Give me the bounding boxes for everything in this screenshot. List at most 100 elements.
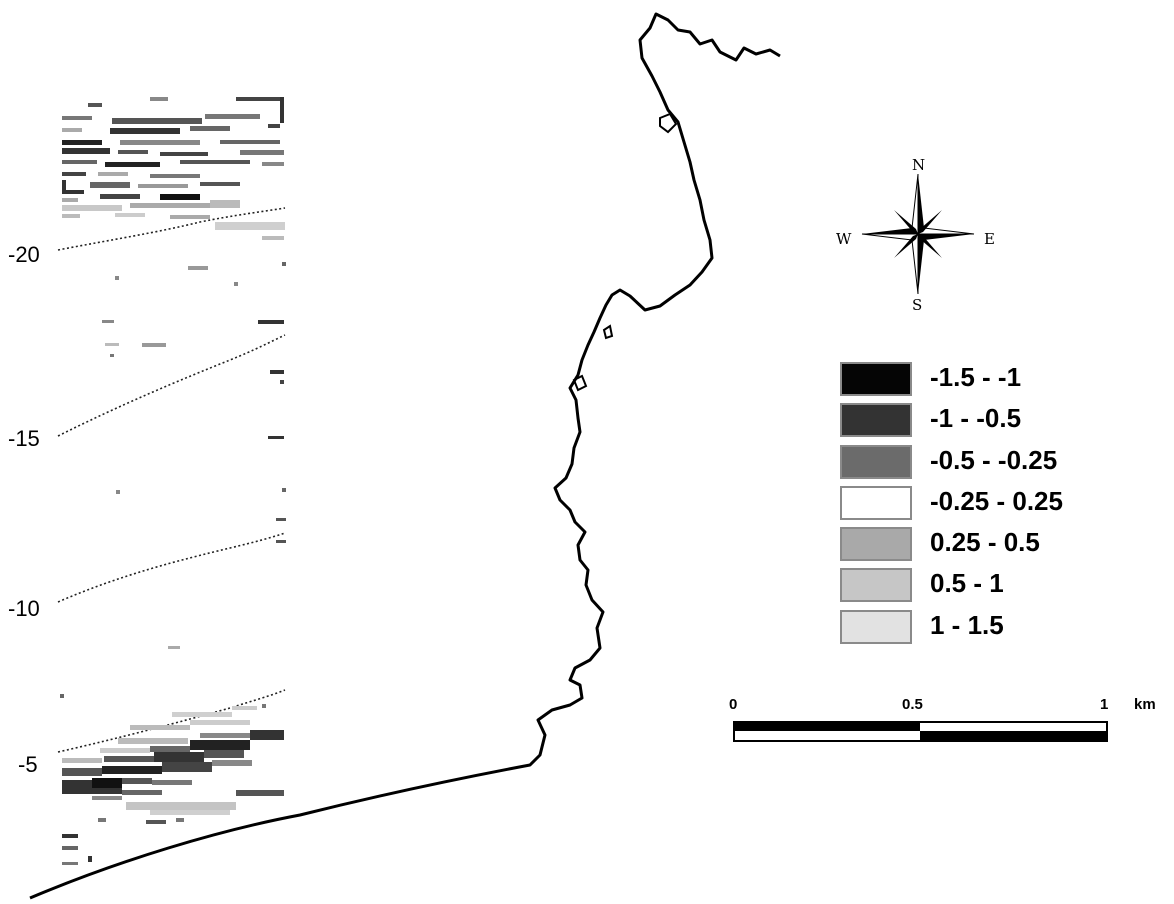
change-cell bbox=[138, 184, 188, 188]
change-cell bbox=[170, 215, 210, 219]
change-cell bbox=[120, 140, 200, 145]
change-cell bbox=[262, 162, 284, 166]
change-cell bbox=[240, 150, 284, 155]
change-cell bbox=[110, 128, 180, 134]
depth-label-5: -5 bbox=[18, 752, 38, 777]
change-cell bbox=[122, 778, 152, 784]
change-cell bbox=[62, 128, 82, 132]
change-cell bbox=[98, 818, 106, 822]
change-cell bbox=[172, 712, 232, 717]
compass-west: W bbox=[836, 230, 852, 248]
change-cell bbox=[262, 704, 266, 708]
change-cell bbox=[154, 752, 204, 762]
coast-island bbox=[659, 112, 678, 134]
change-cell bbox=[180, 160, 250, 164]
scale-tick-mid: 0.5 bbox=[902, 696, 923, 713]
change-cell bbox=[102, 766, 162, 774]
change-cell bbox=[118, 150, 148, 154]
change-cell bbox=[200, 733, 250, 738]
change-cell bbox=[160, 152, 208, 156]
change-cell bbox=[62, 768, 102, 776]
change-cell bbox=[88, 103, 102, 107]
change-cells-lower bbox=[62, 706, 284, 865]
legend-swatch bbox=[840, 568, 912, 603]
depth-contour bbox=[57, 532, 286, 603]
change-cell bbox=[215, 222, 285, 230]
compass-north: N bbox=[912, 156, 926, 174]
change-cell bbox=[100, 748, 150, 753]
change-cell bbox=[168, 646, 180, 649]
change-cell bbox=[62, 788, 122, 794]
change-cell bbox=[276, 518, 286, 521]
change-cell bbox=[205, 114, 260, 119]
scale-bar bbox=[733, 721, 1108, 742]
change-cell bbox=[200, 182, 240, 186]
change-cell bbox=[212, 760, 252, 766]
change-cell bbox=[62, 862, 78, 865]
change-cell bbox=[90, 182, 130, 188]
change-cell bbox=[110, 354, 114, 357]
change-cell bbox=[234, 282, 238, 286]
change-cell bbox=[210, 200, 240, 208]
change-cell bbox=[162, 762, 212, 772]
change-cell bbox=[146, 820, 166, 824]
depth-label-15: -15 bbox=[8, 426, 40, 451]
coast-island bbox=[572, 374, 588, 392]
change-cell bbox=[62, 148, 110, 154]
legend-swatch bbox=[840, 403, 912, 438]
change-cell bbox=[188, 266, 208, 270]
change-cell bbox=[126, 802, 236, 810]
change-cell bbox=[268, 436, 284, 439]
change-cell bbox=[176, 818, 184, 822]
scale-bar-segment-left-top bbox=[734, 722, 920, 731]
change-cells-upper bbox=[62, 97, 286, 286]
legend-swatch bbox=[840, 527, 912, 562]
depth-label-20: -20 bbox=[8, 242, 40, 267]
change-cell bbox=[98, 172, 128, 176]
legend-swatch bbox=[840, 362, 912, 396]
change-cell bbox=[150, 746, 190, 752]
change-cell bbox=[62, 214, 80, 218]
scale-tick-0: 0 bbox=[729, 696, 738, 713]
scale-unit: km bbox=[1134, 696, 1156, 713]
legend-swatch bbox=[840, 485, 912, 520]
coastline bbox=[29, 12, 781, 900]
change-cell bbox=[150, 97, 168, 101]
legend-swatch bbox=[840, 609, 912, 644]
legend-swatch bbox=[840, 444, 912, 479]
change-cell bbox=[250, 730, 284, 740]
depth-contour bbox=[57, 334, 286, 437]
change-cell bbox=[62, 758, 102, 763]
change-cell bbox=[130, 725, 190, 730]
change-cell bbox=[115, 276, 119, 280]
scale-tick-end: 1 bbox=[1100, 696, 1109, 713]
change-cell bbox=[105, 162, 160, 167]
change-cell bbox=[105, 343, 119, 346]
change-cell bbox=[204, 750, 244, 758]
change-cell bbox=[258, 320, 284, 324]
change-cell bbox=[62, 190, 84, 194]
change-cell bbox=[150, 174, 200, 178]
legend-label: -1.5 - -1 bbox=[930, 362, 1022, 392]
change-cell bbox=[62, 160, 97, 164]
compass-east: E bbox=[984, 230, 995, 248]
coast-island bbox=[602, 324, 614, 340]
change-cell bbox=[62, 205, 122, 211]
change-cell bbox=[262, 236, 284, 240]
change-cells-middle bbox=[60, 320, 286, 708]
change-cell bbox=[115, 213, 145, 217]
legend-label: -0.5 - -0.25 bbox=[930, 444, 1058, 475]
change-cell bbox=[160, 194, 200, 200]
legend-label: -1 - -0.5 bbox=[930, 403, 1022, 434]
change-cell bbox=[104, 756, 154, 762]
change-cell bbox=[112, 118, 202, 124]
depth-label-10: -10 bbox=[8, 596, 40, 621]
compass-rose bbox=[861, 173, 975, 295]
legend-label: -0.25 - 0.25 bbox=[930, 485, 1063, 516]
compass-south: S bbox=[912, 296, 923, 314]
change-cell bbox=[232, 706, 257, 710]
change-cell bbox=[62, 140, 102, 145]
change-cell bbox=[62, 198, 78, 202]
change-cell bbox=[276, 540, 286, 543]
